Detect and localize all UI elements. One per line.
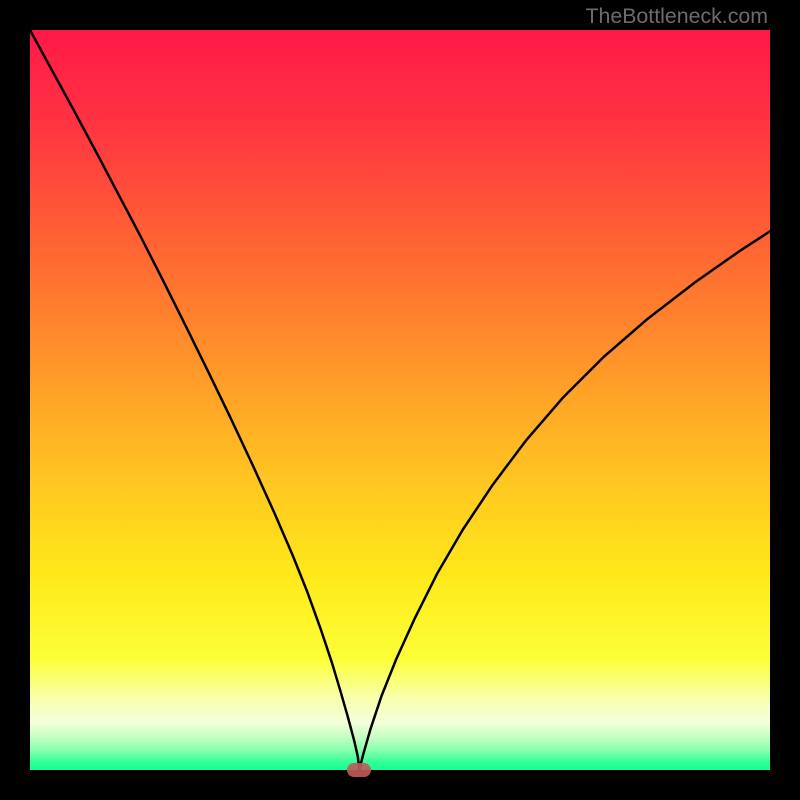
watermark-text: TheBottleneck.com (585, 4, 768, 29)
bottleneck-curve (30, 30, 770, 770)
minimum-marker (347, 763, 371, 777)
chart-frame: TheBottleneck.com (0, 0, 800, 800)
plot-area (30, 30, 770, 770)
